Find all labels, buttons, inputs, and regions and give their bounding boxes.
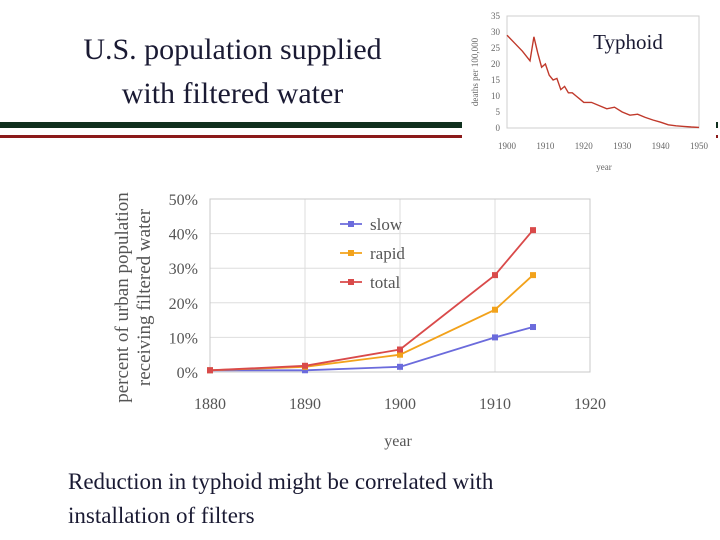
x-tick-label: 1890 <box>289 396 321 413</box>
data-point-total <box>302 362 308 369</box>
data-point-slow <box>530 324 536 331</box>
x-tick-label: 1920 <box>574 396 606 413</box>
y-axis-label-line1: percent of urban population <box>112 192 133 403</box>
y-tick-label: 20% <box>169 296 198 313</box>
typhoid-y-tick-label: 30 <box>491 27 501 37</box>
legend-marker-rapid <box>348 250 354 256</box>
typhoid-deaths-line <box>506 34 700 129</box>
typhoid-x-tick-label: 1950 <box>690 141 709 151</box>
data-point-total <box>530 227 536 234</box>
data-point-total <box>207 367 213 374</box>
slide-title-line1: U.S. population supplied <box>83 33 382 66</box>
slide-caption-line2: installation of filters <box>68 503 255 528</box>
legend-label-slow: slow <box>370 215 403 234</box>
typhoid-x-tick-label: 1940 <box>652 141 671 151</box>
typhoid-chart-title: Typhoid <box>593 30 663 54</box>
legend-label-rapid: rapid <box>370 244 405 263</box>
title-rule-red <box>0 135 462 138</box>
data-point-slow <box>397 363 403 370</box>
legend-marker-total <box>348 279 354 285</box>
slide-title: U.S. population supplied with filtered w… <box>10 28 455 116</box>
data-point-slow <box>492 334 498 341</box>
typhoid-y-tick-label: 25 <box>491 43 501 53</box>
typhoid-plot-border <box>506 15 700 129</box>
y-tick-label: 30% <box>169 261 198 278</box>
typhoid-y-tick-label: 10 <box>491 91 501 101</box>
typhoid-y-tick-label: 5 <box>496 107 501 117</box>
legend-label-total: total <box>370 273 400 292</box>
x-tick-label: 1910 <box>479 396 511 413</box>
data-point-total <box>492 272 498 279</box>
typhoid-x-tick-label: 1910 <box>536 141 555 151</box>
y-tick-label: 50% <box>169 192 198 209</box>
data-point-total <box>397 346 403 353</box>
y-tick-label: 0% <box>177 365 198 382</box>
typhoid-y-tick-label: 35 <box>491 11 501 21</box>
x-tick-label: 1880 <box>194 396 226 413</box>
typhoid-y-tick-label: 0 <box>496 123 501 133</box>
typhoid-y-tick-label: 20 <box>491 59 501 69</box>
y-tick-label: 10% <box>169 330 198 347</box>
x-axis-label: year <box>384 433 412 450</box>
legend-marker-slow <box>348 221 354 227</box>
slide-caption-line1: Reduction in typhoid might be correlated… <box>68 469 494 494</box>
y-axis-label-line2: receiving filtered water <box>134 208 155 386</box>
typhoid-x-tick-label: 1920 <box>575 141 594 151</box>
slide-caption: Reduction in typhoid might be correlated… <box>68 465 688 533</box>
x-tick-label: 1900 <box>384 396 416 413</box>
plot-area-border <box>209 198 591 373</box>
slide-title-line2: with filtered water <box>121 77 344 110</box>
data-point-rapid <box>530 272 536 279</box>
title-rule-dark <box>0 122 462 128</box>
y-tick-label: 40% <box>169 227 198 244</box>
typhoid-y-axis-label: deaths per 100,000 <box>470 37 480 106</box>
typhoid-x-tick-label: 1900 <box>498 141 517 151</box>
data-point-slow <box>302 367 308 374</box>
data-point-rapid <box>397 351 403 358</box>
typhoid-x-tick-label: 1930 <box>613 141 632 151</box>
typhoid-x-axis-label: year <box>596 162 612 172</box>
typhoid-y-tick-label: 15 <box>491 75 501 85</box>
data-point-rapid <box>492 306 498 313</box>
